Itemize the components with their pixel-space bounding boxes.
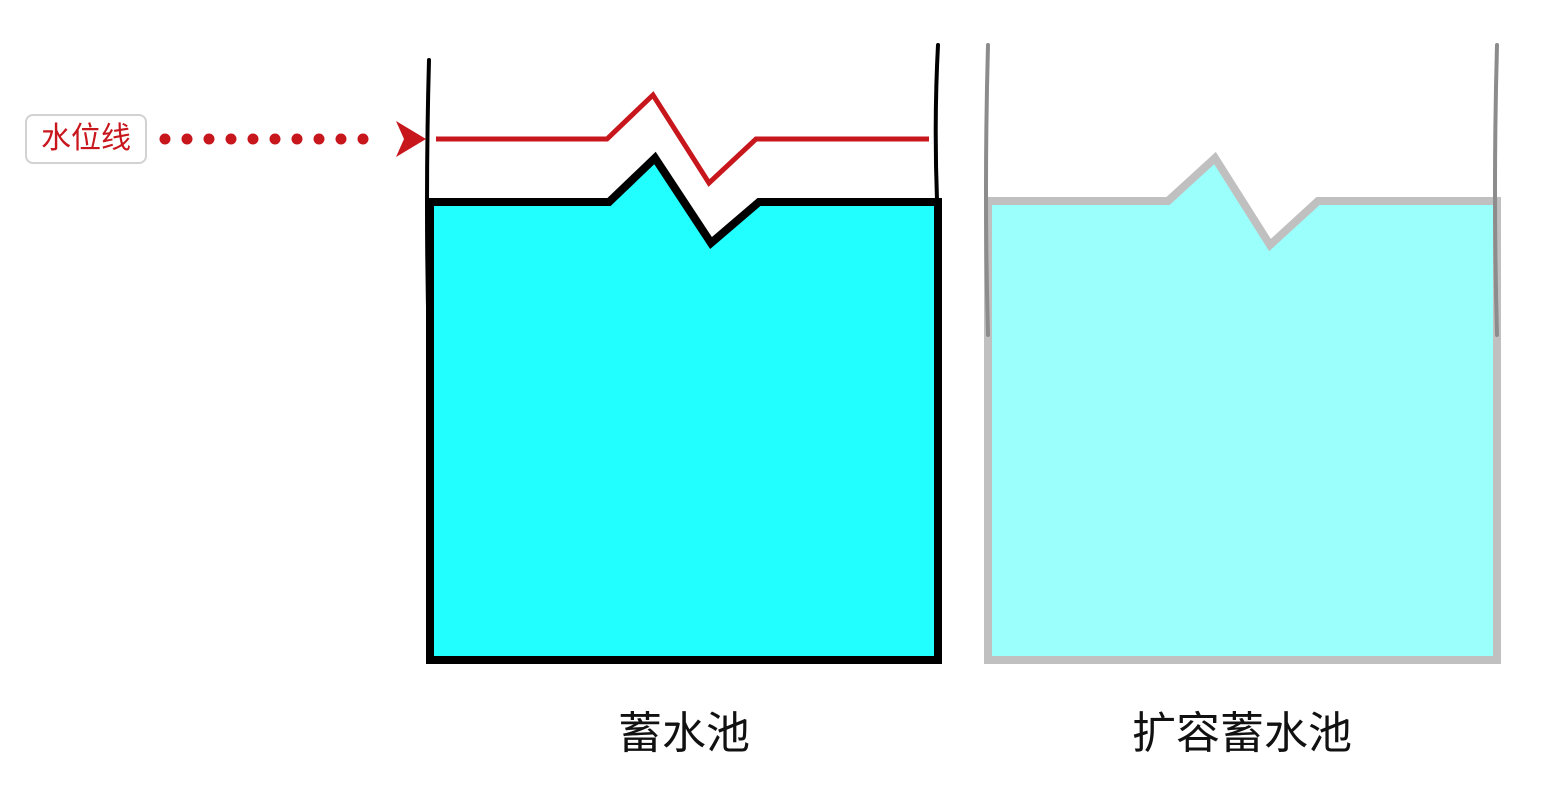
- tank-right-wall: [933, 43, 940, 202]
- expanded-tank-left-wall: [984, 43, 990, 337]
- water-level-pointer-arrow: [159, 121, 426, 157]
- tank-caption: 蓄水池: [618, 708, 750, 759]
- tank: [425, 43, 942, 664]
- water-level-label: 水位线: [25, 114, 147, 164]
- expanded-tank-water: [984, 151, 1501, 664]
- pointer-arrowhead: [396, 121, 426, 157]
- expanded-tank-caption: 扩容蓄水池: [1132, 708, 1352, 759]
- water-level-line: [436, 91, 929, 187]
- tank-water: [426, 151, 942, 664]
- expanded-tank: [984, 43, 1501, 664]
- expanded-tank-right-wall: [1493, 43, 1499, 337]
